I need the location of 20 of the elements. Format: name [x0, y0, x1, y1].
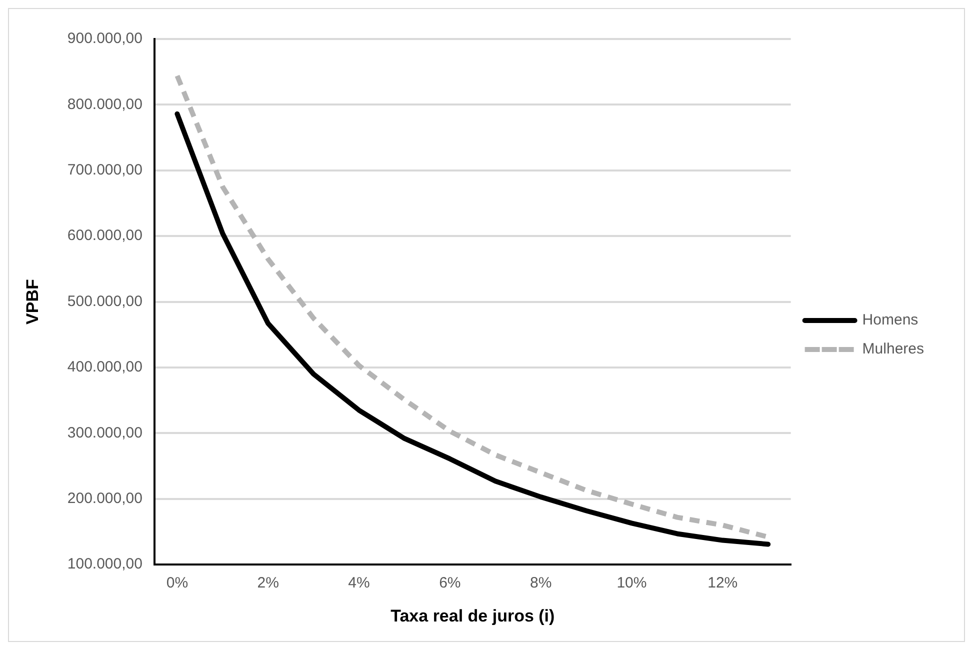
y-tick-label: 600.000,00: [67, 227, 142, 244]
y-tick-label: 800.000,00: [67, 96, 142, 113]
y-tick-label: 700.000,00: [67, 162, 142, 179]
x-tick-label: 10%: [616, 574, 647, 592]
y-tick-label: 900.000,00: [67, 30, 142, 48]
x-tick-label: 6%: [439, 574, 461, 592]
x-axis-title: Taxa real de juros (i): [390, 606, 555, 626]
x-tick-label: 2%: [257, 574, 279, 592]
y-tick-label: 500.000,00: [67, 292, 142, 310]
y-tick-label: 300.000,00: [67, 424, 142, 442]
x-tick-label: 8%: [530, 574, 552, 592]
legend-label: Homens: [862, 312, 918, 329]
x-tick-label: 0%: [166, 574, 188, 592]
legend-label: Mulheres: [862, 340, 924, 358]
y-axis-title: VPBF: [22, 279, 42, 324]
y-tick-label: 400.000,00: [67, 358, 142, 376]
x-tick-label: 4%: [348, 574, 370, 592]
y-tick-label: 100.000,00: [67, 556, 142, 573]
x-tick-label: 12%: [708, 574, 738, 592]
y-tick-label: 200.000,00: [67, 490, 142, 508]
